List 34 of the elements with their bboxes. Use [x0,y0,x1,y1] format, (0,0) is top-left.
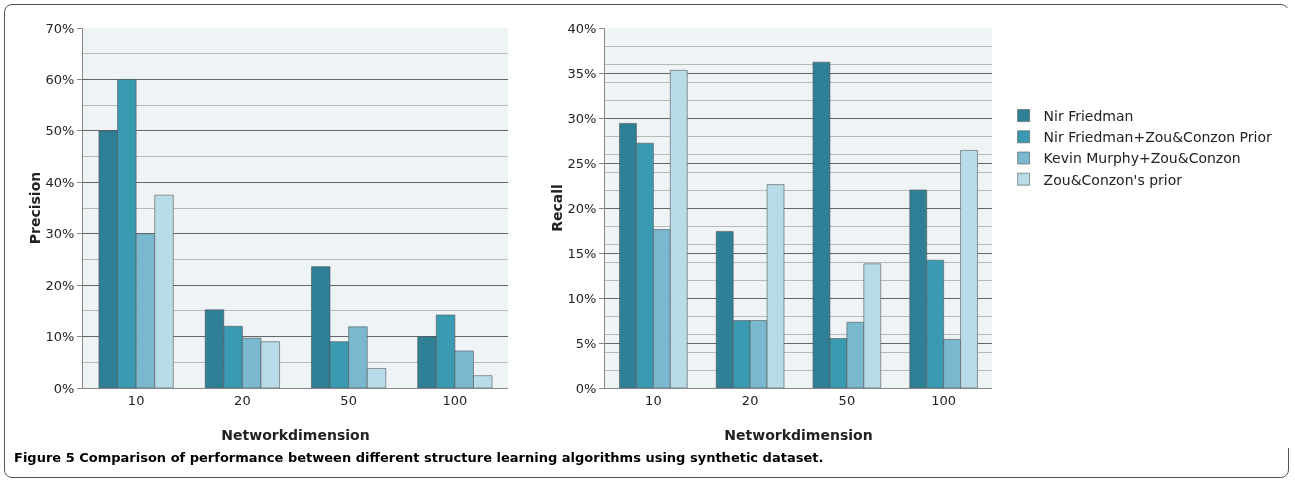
y-tick-label: 40% [45,174,75,190]
y-tick-label: 25% [567,155,597,171]
x-tick-label: 20 [741,392,759,408]
y-tick-label: 15% [567,245,597,261]
y-tick-label: 35% [567,65,597,81]
x-tick-label: 20 [234,392,251,408]
x-axis-title: Networkdimension [221,427,370,443]
y-tick-label: 70% [45,20,75,36]
x-tick-label: 10 [645,392,662,408]
x-tick-label: 100 [931,392,957,408]
y-tick-label: 10% [567,290,597,306]
y-axis-title: Precision [27,171,44,245]
x-tick-label: 100 [442,392,468,408]
y-tick-label: 30% [567,110,597,126]
legend-label: Kevin Murphy+Zou&Conzon [1043,150,1241,167]
y-tick-label: 10% [45,329,75,345]
x-tick-label: 10 [127,392,145,408]
y-tick-label: 20% [567,200,597,216]
y-tick-label: 60% [45,71,75,87]
x-tick-label: 50 [340,392,357,408]
legend-label: Zou&Conzon's prior [1043,171,1183,188]
y-tick-label: 40% [567,20,597,36]
x-tick-label: 50 [838,392,856,408]
x-axis-title: Networkdimension [724,427,873,443]
legend-label: Nir Friedman [1043,108,1134,125]
y-tick-label: 0% [53,380,75,396]
y-tick-label: 0% [575,380,597,396]
y-tick-label: 5% [575,335,597,351]
y-axis-title: Recall [549,184,566,232]
legend-label: Nir Friedman+Zou&Conzon Prior [1043,129,1272,146]
caption: Figure 5 Comparison of performance between different structure learning algorithms using synthetic dataset. [14,450,824,465]
y-tick-label: 50% [45,123,75,139]
y-tick-label: 20% [45,277,75,293]
y-tick-label: 30% [45,226,75,242]
